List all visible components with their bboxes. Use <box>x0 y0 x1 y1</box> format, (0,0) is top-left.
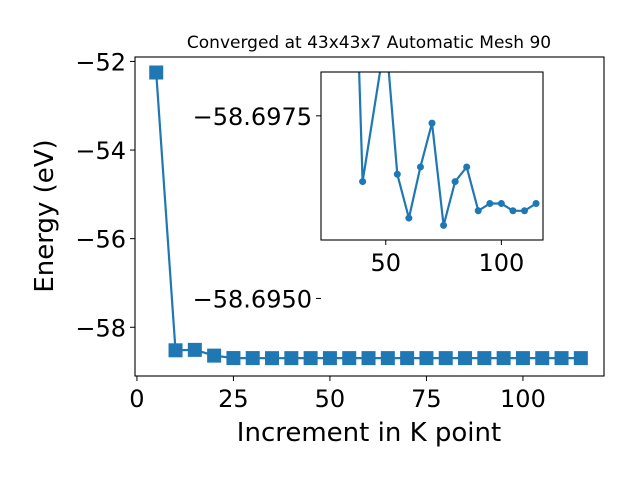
main-x-tick-label: 100 <box>500 385 546 413</box>
inset-data-point <box>451 178 459 186</box>
main-data-point <box>458 351 473 366</box>
chart-title: Converged at 43x43x7 Automatic Mesh 90 <box>187 33 551 53</box>
main-data-point <box>322 351 337 366</box>
main-data-point <box>303 351 318 366</box>
inset-data-point <box>497 199 505 207</box>
main-data-point <box>515 351 530 366</box>
main-data-point <box>477 351 492 366</box>
main-data-point <box>573 351 588 366</box>
main-data-point <box>187 342 202 357</box>
inset-plot-area <box>358 72 540 229</box>
inset-data-point <box>416 163 424 171</box>
inset-y-tick-label: −58.6975 <box>193 103 312 131</box>
inset-data-point <box>509 207 517 215</box>
main-data-point <box>226 351 241 366</box>
main-axes-frame <box>134 56 605 377</box>
main-y-tick-label: −52 <box>75 48 126 76</box>
main-y-tick-label: −54 <box>75 137 126 165</box>
inset-x-tick-label: 100 <box>478 249 524 277</box>
main-data-point <box>342 351 357 366</box>
inset-data-point <box>428 119 436 127</box>
main-data-point <box>361 351 376 366</box>
inset-data-point <box>393 170 401 178</box>
main-y-tick-label: −56 <box>75 226 126 254</box>
inset-data-point <box>440 221 448 229</box>
inset-data-point <box>463 163 471 171</box>
x-axis-label: Increment in K point <box>237 418 501 448</box>
main-data-point <box>496 351 511 366</box>
main-data-point <box>265 351 280 366</box>
main-data-point <box>245 351 260 366</box>
main-data-point <box>168 343 183 358</box>
main-data-point <box>149 65 164 80</box>
y-axis-label: Energy (eV) <box>30 139 60 292</box>
inset-data-point <box>521 207 528 215</box>
inset-data-point <box>405 214 413 222</box>
inset-x-tick-label: 50 <box>370 249 401 277</box>
inset-ticks: 50 100 −58.6975 −58.6950 <box>193 103 525 314</box>
main-y-tick-label: −58 <box>75 314 126 342</box>
inset-series-line <box>358 72 537 226</box>
inset-data-point <box>474 207 482 215</box>
main-data-point <box>400 351 415 366</box>
main-data-point <box>554 351 569 366</box>
main-x-tick-label: 25 <box>218 385 249 413</box>
main-data-point <box>284 351 299 366</box>
main-x-tick-label: 75 <box>411 385 442 413</box>
main-data-point <box>535 351 550 366</box>
inset-data-point <box>532 199 540 207</box>
main-data-point <box>380 351 395 366</box>
main-data-point <box>438 351 453 366</box>
main-x-tick-label: 0 <box>129 385 144 413</box>
inset-data-point <box>359 178 367 186</box>
inset-background <box>321 72 543 240</box>
main-data-point <box>419 351 434 366</box>
main-data-point <box>207 348 222 363</box>
main-plot-area <box>149 65 588 366</box>
inset-data-point <box>486 199 494 207</box>
inset-axes-frame <box>320 71 544 241</box>
main-ticks: 0 25 50 75 100 −58 −56 −54 −52 <box>75 48 546 413</box>
inset-y-tick-label: −58.6950 <box>193 285 312 313</box>
main-x-tick-label: 50 <box>315 385 346 413</box>
